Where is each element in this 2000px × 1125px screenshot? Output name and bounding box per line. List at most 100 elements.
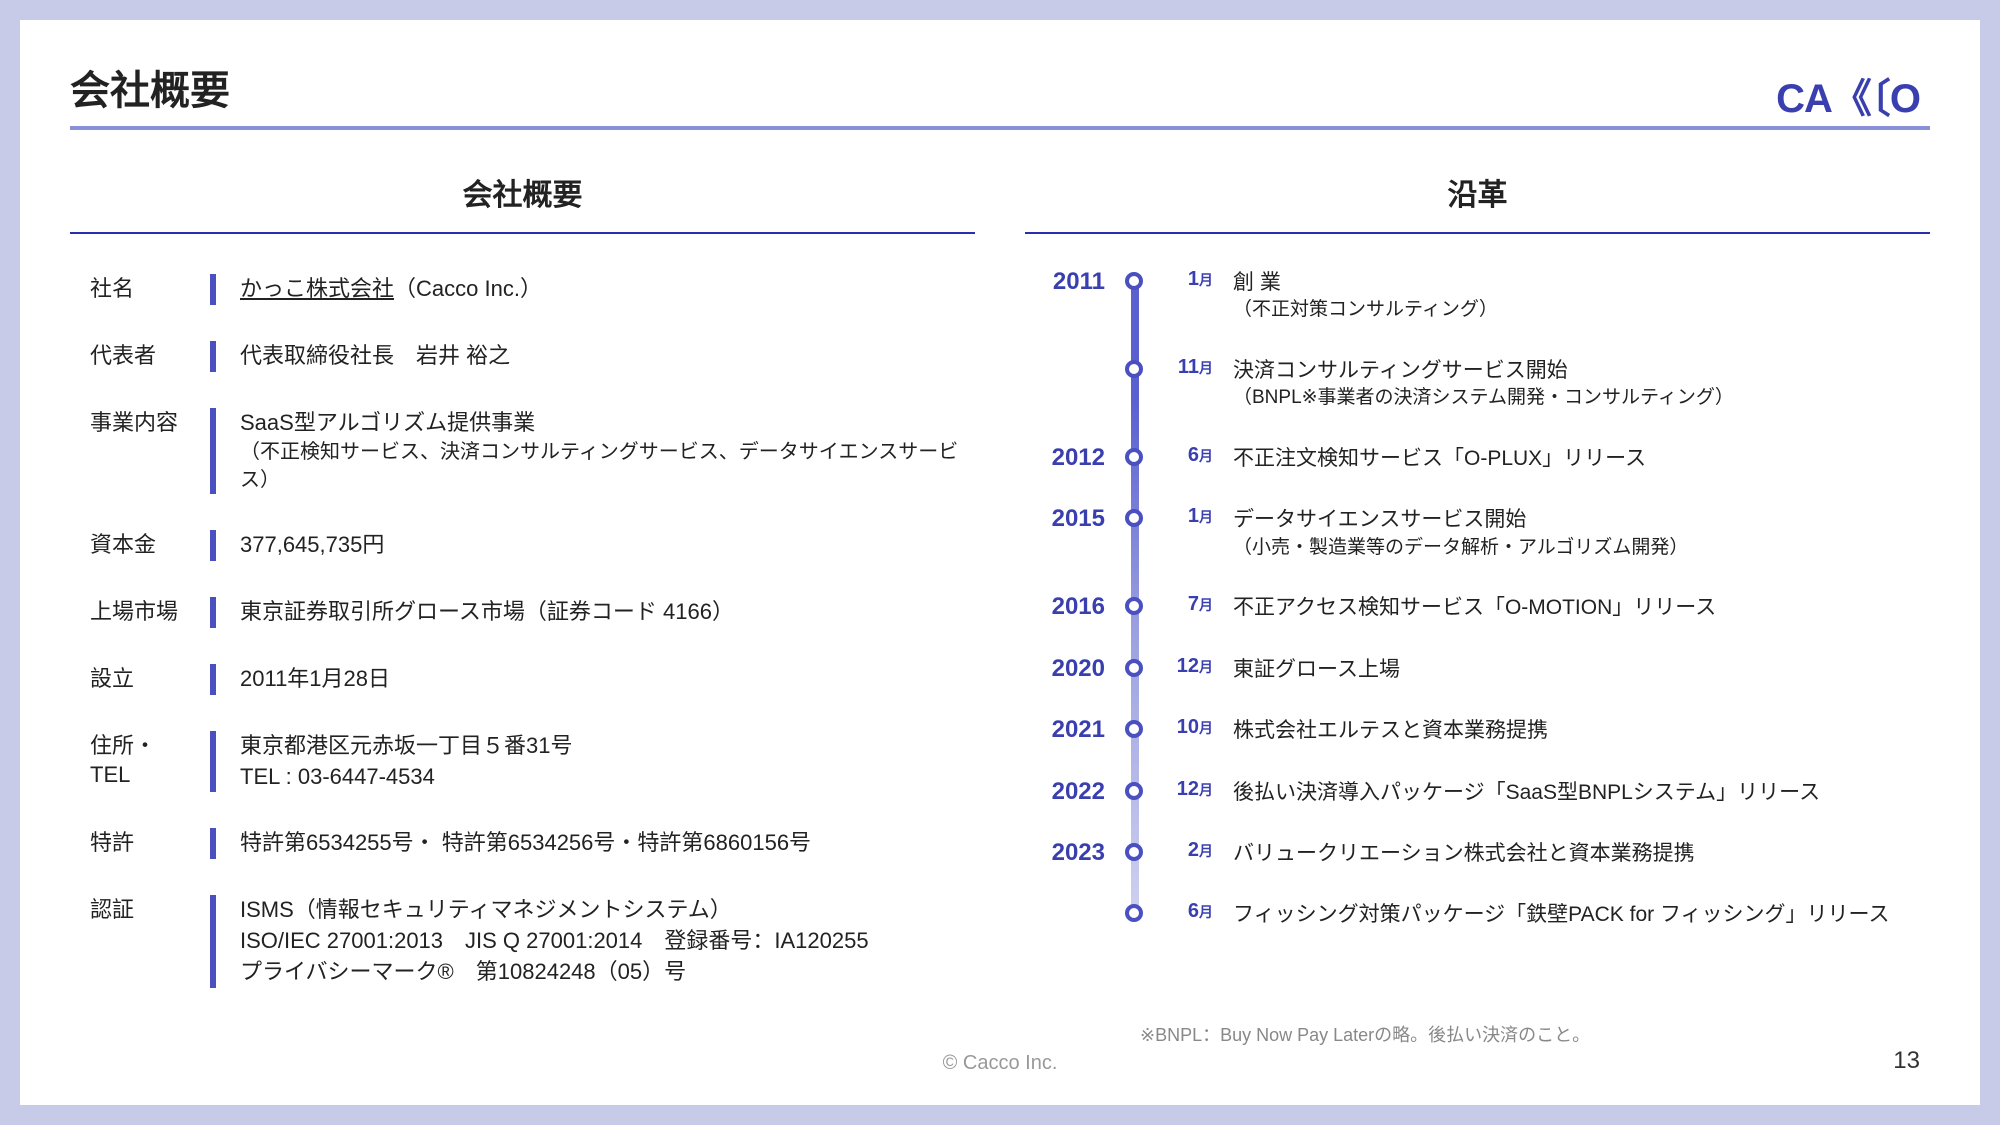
- row-bar: [210, 597, 216, 628]
- company-row: 認証 ISMS（情報セキュリティマネジメントシステム） ISO/IEC 27001…: [90, 895, 975, 987]
- timeline-month: 1月: [1163, 505, 1213, 528]
- overview-column: 会社概要 社名かっこ株式会社（Cacco Inc.） 代表者代表取締役社長 岩井 …: [70, 170, 975, 1024]
- slide: 会社概要 CΑ《〔O 会社概要 社名かっこ株式会社（Cacco Inc.） 代表者…: [20, 20, 1980, 1105]
- timeline-event: 20151月データサイエンスサービス開始（小売・製造業等のデータ解析・アルゴリズ…: [1105, 505, 1930, 561]
- header: 会社概要 CΑ《〔O: [70, 58, 1930, 124]
- company-row: 特許特許第6534255号・ 特許第6534256号・特許第6860156号: [90, 828, 975, 859]
- history-rule: [1025, 232, 1930, 234]
- brand-logo: CΑ《〔O: [1776, 66, 1920, 124]
- company-row: 代表者代表取締役社長 岩井 裕之: [90, 341, 975, 372]
- timeline: 20111月創 業（不正対策コンサルティング）11月決済コンサルティングサービス…: [1025, 268, 1930, 930]
- timeline-year: 2016: [1025, 593, 1105, 621]
- timeline-text: 不正アクセス検知サービス「O-MOTION」リリース: [1233, 593, 1716, 622]
- timeline-month: 12月: [1163, 778, 1213, 801]
- timeline-event: 20126月不正注文検知サービス「O-PLUX」リリース: [1105, 444, 1930, 473]
- company-row: 住所・ TEL 東京都港区元赤坂一丁目５番31号 TEL : 03-6447-45…: [90, 731, 975, 793]
- timeline-text: フィッシング対策パッケージ「鉄壁PACK for フィッシング」リリース: [1233, 900, 1890, 929]
- timeline-month: 11月: [1163, 356, 1213, 379]
- timeline-event: 202012月東証グロース上場: [1105, 655, 1930, 684]
- timeline-year: 2020: [1025, 655, 1105, 683]
- row-bar: [210, 530, 216, 561]
- timeline-text: 決済コンサルティングサービス開始（BNPL※事業者の決済システム開発・コンサルテ…: [1233, 356, 1734, 412]
- company-row-label: 代表者: [90, 341, 210, 371]
- company-row-label: 事業内容: [90, 408, 210, 438]
- page-title: 会社概要: [70, 58, 230, 124]
- timeline-text: データサイエンスサービス開始（小売・製造業等のデータ解析・アルゴリズム開発）: [1233, 505, 1688, 561]
- title-underline: [70, 126, 1930, 130]
- timeline-text: 株式会社エルテスと資本業務提携: [1233, 716, 1548, 745]
- company-row-value: 東京都港区元赤坂一丁目５番31号 TEL : 03-6447-4534: [240, 731, 975, 793]
- timeline-event: 202110月株式会社エルテスと資本業務提携: [1105, 716, 1930, 745]
- timeline-dot-icon: [1125, 904, 1143, 922]
- timeline-dot-icon: [1125, 843, 1143, 861]
- company-row-value: 377,645,735円: [240, 530, 975, 561]
- row-bar: [210, 341, 216, 372]
- timeline-year: 2023: [1025, 839, 1105, 867]
- footnote: ※BNPL：Buy Now Pay Laterの略。後払い決済のこと。: [1140, 1021, 1590, 1047]
- company-row-label: 認証: [90, 895, 210, 925]
- history-column: 沿革 20111月創 業（不正対策コンサルティング）11月決済コンサルティングサ…: [1025, 170, 1930, 1024]
- company-row-value: かっこ株式会社（Cacco Inc.）: [240, 274, 975, 305]
- company-row-value: 特許第6534255号・ 特許第6534256号・特許第6860156号: [240, 828, 975, 859]
- timeline-year: 2021: [1025, 716, 1105, 744]
- company-row-label: 上場市場: [90, 597, 210, 627]
- company-row: 資本金 377,645,735円: [90, 530, 975, 561]
- timeline-month: 1月: [1163, 268, 1213, 291]
- timeline-dot-icon: [1125, 659, 1143, 677]
- page-number: 13: [1893, 1047, 1920, 1075]
- timeline-month: 2月: [1163, 839, 1213, 862]
- timeline-month: 7月: [1163, 593, 1213, 616]
- timeline-dot-icon: [1125, 272, 1143, 290]
- timeline-year: 2011: [1025, 268, 1105, 296]
- company-table: 社名かっこ株式会社（Cacco Inc.）代表者代表取締役社長 岩井 裕之事業内…: [70, 274, 975, 988]
- timeline-dot-icon: [1125, 597, 1143, 615]
- company-row-value: 東京証券取引所グロース市場（証券コード 4166）: [240, 597, 975, 628]
- company-row: 社名かっこ株式会社（Cacco Inc.）: [90, 274, 975, 305]
- timeline-event: 11月決済コンサルティングサービス開始（BNPL※事業者の決済システム開発・コン…: [1105, 356, 1930, 412]
- timeline-dot-icon: [1125, 448, 1143, 466]
- timeline-event: 20232月バリュークリエーション株式会社と資本業務提携: [1105, 839, 1930, 868]
- timeline-dot-icon: [1125, 360, 1143, 378]
- company-row-label: 社名: [90, 274, 210, 304]
- overview-heading: 会社概要: [70, 170, 975, 214]
- company-row: 上場市場東京証券取引所グロース市場（証券コード 4166）: [90, 597, 975, 628]
- timeline-text: 東証グロース上場: [1233, 655, 1400, 684]
- history-heading: 沿革: [1025, 170, 1930, 214]
- company-row-value: 代表取締役社長 岩井 裕之: [240, 341, 975, 372]
- company-row-label: 住所・ TEL: [90, 731, 210, 790]
- overview-rule: [70, 232, 975, 234]
- copyright: © Cacco Inc.: [943, 1052, 1058, 1075]
- timeline-year: 2015: [1025, 505, 1105, 533]
- timeline-month: 12月: [1163, 655, 1213, 678]
- timeline-event: 202212月後払い決済導入パッケージ「SaaS型BNPLシステム」リリース: [1105, 778, 1930, 807]
- timeline-month: 6月: [1163, 444, 1213, 467]
- row-bar: [210, 895, 216, 987]
- timeline-month: 6月: [1163, 900, 1213, 923]
- timeline-year: 2012: [1025, 444, 1105, 472]
- timeline-text: バリュークリエーション株式会社と資本業務提携: [1233, 839, 1695, 868]
- row-bar: [210, 828, 216, 859]
- timeline-text: 不正注文検知サービス「O-PLUX」リリース: [1233, 444, 1646, 473]
- company-row-label: 資本金: [90, 530, 210, 560]
- row-bar: [210, 274, 216, 305]
- timeline-dot-icon: [1125, 782, 1143, 800]
- company-name-link[interactable]: かっこ株式会社: [240, 276, 394, 301]
- company-row-value: ISMS（情報セキュリティマネジメントシステム） ISO/IEC 27001:2…: [240, 895, 975, 987]
- row-bar: [210, 664, 216, 695]
- timeline-year: 2022: [1025, 778, 1105, 806]
- timeline-event: 20167月不正アクセス検知サービス「O-MOTION」リリース: [1105, 593, 1930, 622]
- company-row-value: 2011年1月28日: [240, 664, 975, 695]
- timeline-month: 10月: [1163, 716, 1213, 739]
- timeline-event: 20111月創 業（不正対策コンサルティング）: [1105, 268, 1930, 324]
- timeline-text: 後払い決済導入パッケージ「SaaS型BNPLシステム」リリース: [1233, 778, 1820, 807]
- company-row-label: 特許: [90, 828, 210, 858]
- row-bar: [210, 408, 216, 495]
- row-bar: [210, 731, 216, 793]
- timeline-dot-icon: [1125, 509, 1143, 527]
- company-row: 設立 2011年1月28日: [90, 664, 975, 695]
- timeline-text: 創 業（不正対策コンサルティング）: [1233, 268, 1498, 324]
- timeline-dot-icon: [1125, 720, 1143, 738]
- company-row-value: SaaS型アルゴリズム提供事業（不正検知サービス、決済コンサルティングサービス、…: [240, 408, 975, 495]
- company-row-label: 設立: [90, 664, 210, 694]
- timeline-event: 6月フィッシング対策パッケージ「鉄壁PACK for フィッシング」リリース: [1105, 900, 1930, 929]
